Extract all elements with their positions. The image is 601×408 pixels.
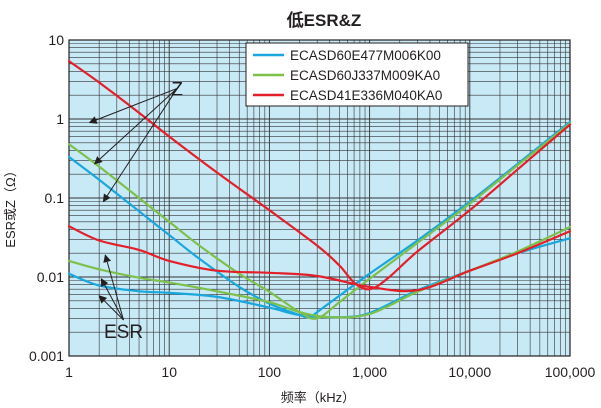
y-tick-label: 0.001 [29, 348, 64, 364]
annotation-z-arrow [93, 88, 178, 165]
annotation-esr-arrow [100, 278, 124, 321]
legend-label-2: ECASD60J337M009KA0 [290, 68, 440, 83]
y-axis-label: ESR或Z（Ω） [3, 164, 18, 247]
y-tick-label: 1 [56, 111, 64, 127]
legend-label-3: ECASD41E336M040KA0 [290, 88, 442, 103]
tick-labels: 1 10 100 1,000 10,000 100,000 0.001 0.01 0.1 1 10 [29, 32, 596, 380]
x-axis-label: 频率（kHz） [281, 390, 355, 405]
legend-label-1: ECASD60E477M006K00 [290, 48, 441, 63]
x-tick-label: 100,000 [545, 364, 596, 380]
annotation-z-arrow [88, 87, 178, 124]
x-tick-label: 100 [258, 364, 282, 380]
annotation-esr-arrow [103, 254, 124, 321]
annotation-z-label: Z [171, 79, 183, 100]
legend: ECASD60E477M006K00 ECASD60J337M009KA0 ECAS… [245, 42, 469, 107]
annotation-z-arrow [102, 88, 178, 203]
plot-frame [68, 39, 571, 357]
annotation-esr-label: ESR [104, 322, 143, 343]
y-tick-label: 10 [48, 32, 64, 48]
y-tick-label: 0.01 [37, 269, 64, 285]
chart-title: 低ESR&Z [286, 10, 362, 30]
annotations: Z ESR [88, 79, 183, 343]
data-series [67, 60, 572, 320]
x-tick-label: 10,000 [448, 364, 491, 380]
x-tick-label: 1,000 [352, 364, 387, 380]
x-tick-label: 10 [161, 364, 177, 380]
x-tick-label: 1 [65, 364, 73, 380]
series-3-esr-curve [67, 225, 572, 293]
series-3-impedance-curve [67, 60, 572, 291]
y-tick-label: 0.1 [45, 190, 65, 206]
annotation-esr-arrow [98, 295, 124, 321]
